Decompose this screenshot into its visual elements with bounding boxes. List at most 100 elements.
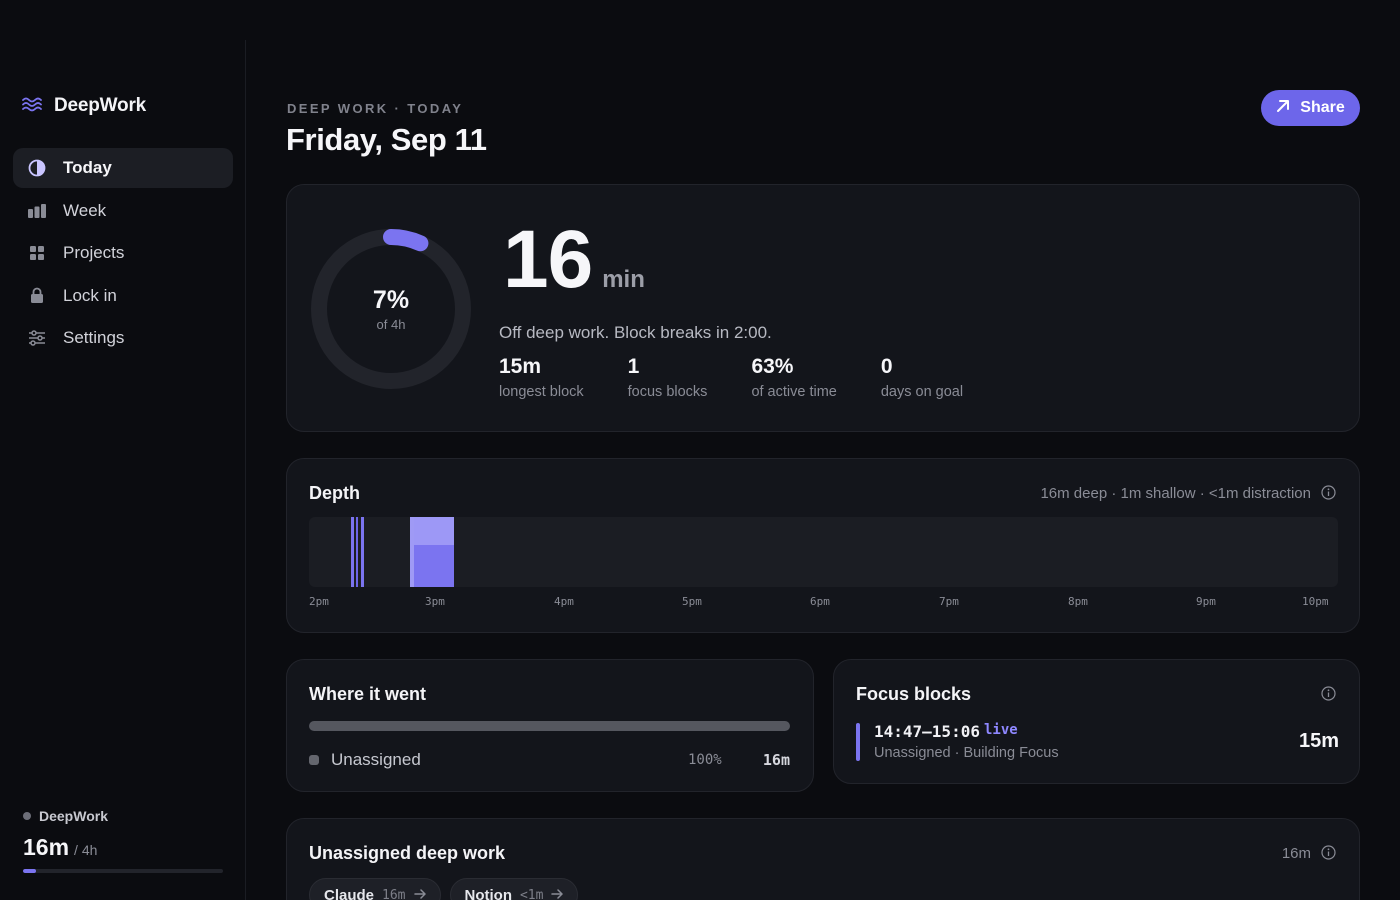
unassigned-total: 16m [1281,845,1311,862]
timeline-axis: 2pm 3pm 4pm 5pm 6pm 7pm 8pm 9pm 10pm [309,595,1338,609]
depth-timeline[interactable] [309,517,1338,587]
ring-sub: of 4h [376,317,406,332]
sidebar-item-projects[interactable]: Projects [13,233,233,273]
chip-name: Claude [324,886,375,900]
sidebar-item-label: Week [63,200,107,220]
stat-value: 1 [627,355,640,378]
sidebar-item-week[interactable]: Week [13,191,233,231]
chip-name: Notion [464,886,512,900]
page-title: Friday, Sep 11 [286,122,487,157]
page-eyebrow: DEEP WORK · TODAY [287,101,464,116]
goal-progress-arc [311,229,471,389]
category-name: Unassigned [331,750,421,769]
sidebar-item-lock-in[interactable]: Lock in [13,276,233,316]
stat-label: days on goal [880,384,964,400]
footer-time: 16m / 4h [23,834,223,861]
info-icon[interactable] [1321,845,1336,860]
app-chips: Claude 16m Notion <1m [309,878,579,900]
category-percent: 100% [688,752,722,768]
live-badge: live [984,722,1018,738]
waves-logo-icon [22,96,42,117]
footer-time-value: 16m [23,834,70,860]
stat-value: 15m [499,355,542,378]
stat-value: 0 [880,355,893,378]
unassigned-title: Unassigned deep work [309,843,506,863]
sidebar-nav: Today Week Projects Lock in Settings [13,148,233,361]
category-duration: 16m [762,751,790,769]
share-label: Share [1300,99,1345,116]
timeline-block-shallow [414,517,454,545]
category-swatch [309,755,319,765]
axis-label: 6pm [810,595,830,608]
depth-title: Depth [309,483,360,503]
axis-label: 3pm [425,595,445,608]
sidebar-item-settings[interactable]: Settings [13,318,233,358]
bar-chart-icon [27,201,47,221]
stat-label: longest block [499,384,584,400]
axis-label: 10pm [1302,595,1329,608]
info-icon[interactable] [1321,485,1336,500]
focus-block-item[interactable]: 14:47–15:06 live Unassigned · Building F… [856,722,1339,762]
focus-block-accent [856,723,860,761]
where-it-went-card: Where it went Unassigned 100% 16m [286,659,814,792]
sidebar-item-label: Today [63,158,112,177]
focus-block-time: 14:47–15:06 [874,722,980,741]
stats-row: 15m longest block 1 focus blocks 63% of … [499,355,1007,400]
ring-label: 7% of 4h [309,227,473,391]
footer-progress-fill [23,869,37,873]
stat-focus-blocks: 1 focus blocks [628,355,708,400]
deep-minutes: 16 min [503,219,645,301]
timeline-block [356,517,358,587]
half-circle-icon [27,158,47,178]
unassigned-deep-work-card: Unassigned deep work 16m Claude 16m Noti… [286,818,1360,900]
deep-minutes-unit: min [602,266,645,293]
focus-blocks-card: Focus blocks 14:47–15:06 live Unassigned… [833,659,1360,784]
sidebar-item-label: Settings [63,328,125,347]
chip-duration: 16m [382,887,406,900]
sidebar-item-label: Projects [63,243,125,262]
timeline-block [351,517,354,587]
footer-app-row: DeepWork [23,808,223,824]
info-icon[interactable] [1321,686,1336,701]
stat-longest-block: 15m longest block [499,355,584,400]
sliders-icon [27,328,47,348]
deep-minutes-value: 16 [503,214,593,305]
lock-icon [27,286,47,306]
sidebar-item-label: Lock in [63,285,117,305]
axis-label: 9pm [1196,595,1216,608]
focus-block-subtitle: Unassigned · Building Focus [874,745,1059,761]
allocation-row[interactable]: Unassigned 100% 16m [309,749,790,771]
focus-title: Focus blocks [856,684,972,704]
axis-label: 7pm [939,595,959,608]
stat-label: focus blocks [627,384,708,400]
where-title: Where it went [309,684,427,704]
sidebar: DeepWork Today Week Projects Lock in [0,0,246,900]
status-dot [23,812,31,820]
allocation-bar [309,721,790,731]
brand-name: DeepWork [54,95,147,116]
app-chip-claude[interactable]: Claude 16m [309,878,441,900]
stat-label: of active time [751,384,837,400]
arrow-right-icon [551,886,564,900]
arrow-right-icon [413,886,426,900]
today-summary-card: 7% of 4h 16 min Off deep work. Block bre… [286,184,1360,432]
grid-icon [27,243,47,263]
footer-progress-bar [23,869,223,873]
sidebar-footer: DeepWork 16m / 4h [23,808,223,873]
ring-percent: 7% [372,286,410,314]
stat-value: 63% [751,355,794,378]
footer-goal: / 4h [74,842,98,858]
app-chip-notion[interactable]: Notion <1m [449,878,579,900]
timeline-block [410,517,414,587]
sidebar-item-today[interactable]: Today [13,148,233,188]
stat-active-time: 63% of active time [751,355,836,400]
axis-label: 5pm [682,595,702,608]
brand[interactable]: DeepWork [22,95,146,117]
focus-block-duration: 15m [1298,730,1339,752]
footer-app-name: DeepWork [39,808,108,824]
share-button[interactable]: Share [1261,90,1360,126]
arrow-up-right-icon [1276,99,1290,118]
chip-duration: <1m [519,887,544,900]
timeline-block [361,517,364,587]
depth-summary: 16m deep · 1m shallow · <1m distraction [1040,485,1311,502]
